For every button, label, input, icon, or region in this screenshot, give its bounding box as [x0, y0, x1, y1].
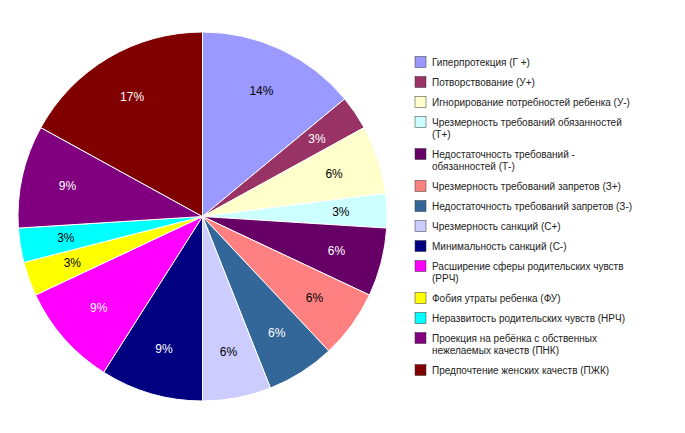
legend-swatch [415, 313, 426, 324]
legend-label-line: Чрезмерность требований запретов (З+) [432, 181, 621, 192]
legend-label: Чрезмерность требований запретов (З+) [432, 181, 621, 192]
legend-label-line: Гиперпротекция (Г +) [432, 57, 530, 68]
legend-item: Чрезмерность санкций (С+) [415, 221, 561, 233]
legend-item: Неразвитость родительских чувств (НРЧ) [415, 313, 625, 325]
legend-swatch [415, 117, 426, 128]
legend-item: Расширение сферы родительских чувств(РРЧ… [415, 261, 624, 285]
pie-slice [203, 217, 271, 402]
legend-label-line: Недостаточность требований - [432, 149, 575, 160]
legend-label-line: Фобия утраты ребенка (ФУ) [432, 293, 561, 304]
legend-item: Потворствование (У+) [415, 77, 535, 89]
legend-label: Фобия утраты ребенка (ФУ) [432, 293, 561, 304]
chart: 14% 3% 6% 3% 6% 6% 6% 6% 9% 9% 3% 3% 9% 17% Гиперпроте… [0, 0, 685, 433]
legend-item: Минимальность санкций (С-) [415, 241, 567, 253]
legend-swatch [415, 365, 426, 376]
legend-swatch [415, 261, 426, 272]
legend-label: Чрезмерность требований обязанностей(Т+) [432, 117, 622, 140]
legend-swatch [415, 181, 426, 192]
data-label: 14% [249, 84, 273, 98]
legend-item: Недостаточность требований -обязанностей… [415, 149, 575, 173]
legend-swatch [415, 57, 426, 68]
legend-label-line: (Т+) [432, 129, 451, 140]
legend-swatch [415, 221, 426, 232]
legend-label: Недостаточность требований -обязанностей… [432, 149, 575, 172]
data-label: 6% [328, 244, 346, 258]
legend-label-line: Неразвитость родительских чувств (НРЧ) [432, 313, 625, 324]
legend-label-line: Предпочтение женских качеств (ПЖК) [432, 365, 609, 376]
legend-swatch [415, 201, 426, 212]
pie: 14% 3% 6% 3% 6% 6% 6% 6% 9% 9% 3% 3% 9% 17% [18, 32, 387, 401]
legend-swatch [415, 333, 426, 344]
data-label: 6% [306, 291, 324, 305]
legend-item: Проекция на ребёнка с обственныхнежелаем… [415, 333, 597, 357]
data-label: 3% [64, 256, 82, 270]
data-label: 9% [155, 342, 173, 356]
data-label: 3% [332, 205, 350, 219]
legend-label-line: обязанностей (Т-) [432, 161, 515, 172]
legend-label-line: Минимальность санкций (С-) [432, 241, 567, 252]
data-label: 3% [308, 132, 326, 146]
legend-label: Недостаточность требований запретов (З-) [432, 201, 632, 212]
legend-item: Предпочтение женских качеств (ПЖК) [415, 365, 609, 377]
data-labels: 14% 3% 6% 3% 6% 6% 6% 6% 9% 9% 3% 3% 9% 17% [57, 84, 350, 359]
legend-label-line: Потворствование (У+) [432, 77, 535, 88]
legend-label-line: Чрезмерность санкций (С+) [432, 221, 561, 232]
legend-label: Потворствование (У+) [432, 77, 535, 88]
legend-label: Неразвитость родительских чувств (НРЧ) [432, 313, 625, 324]
legend-label-line: Чрезмерность требований обязанностей [432, 117, 622, 128]
legend-swatch [415, 241, 426, 252]
legend-label-line: Расширение сферы родительских чувств [432, 261, 624, 272]
slices [18, 32, 387, 401]
legend-label: Минимальность санкций (С-) [432, 241, 567, 252]
data-label: 6% [268, 326, 286, 340]
legend-label: Проекция на ребёнка с обственныхнежелаем… [432, 333, 597, 356]
legend-swatch [415, 77, 426, 88]
data-label: 17% [120, 90, 144, 104]
data-label: 9% [59, 179, 77, 193]
data-label: 6% [325, 167, 343, 181]
data-label: 9% [90, 301, 108, 315]
legend-label: Чрезмерность санкций (С+) [432, 221, 561, 232]
legend-swatch [415, 149, 426, 160]
legend-label: Игнорирование потребностей ребенка (У-) [432, 97, 630, 108]
legend-label-line: Недостаточность требований запретов (З-) [432, 201, 632, 212]
pie-slice [41, 32, 203, 217]
legend-item: Недостаточность требований запретов (З-) [415, 201, 632, 213]
legend-item: Чрезмерность требований обязанностей(Т+) [415, 117, 622, 141]
legend-label-line: нежелаемых качеств (ПНК) [432, 345, 559, 356]
legend-item: Игнорирование потребностей ребенка (У-) [415, 97, 630, 109]
legend-label: Гиперпротекция (Г +) [432, 57, 530, 68]
legend-item: Чрезмерность требований запретов (З+) [415, 181, 621, 193]
legend-label-line: Игнорирование потребностей ребенка (У-) [432, 97, 630, 108]
legend-label: Расширение сферы родительских чувств(РРЧ… [432, 261, 624, 284]
legend-label-line: Проекция на ребёнка с обственных [432, 333, 597, 344]
legend-item: Фобия утраты ребенка (ФУ) [415, 293, 561, 305]
legend-label-line: (РРЧ) [432, 273, 459, 284]
data-label: 3% [57, 231, 75, 245]
data-label: 6% [220, 345, 238, 359]
legend-item: Гиперпротекция (Г +) [415, 57, 530, 69]
legend-swatch [415, 97, 426, 108]
legend: Гиперпротекция (Г +) Потворствование (У+)… [415, 57, 632, 377]
legend-swatch [415, 293, 426, 304]
legend-label: Предпочтение женских качеств (ПЖК) [432, 365, 609, 376]
